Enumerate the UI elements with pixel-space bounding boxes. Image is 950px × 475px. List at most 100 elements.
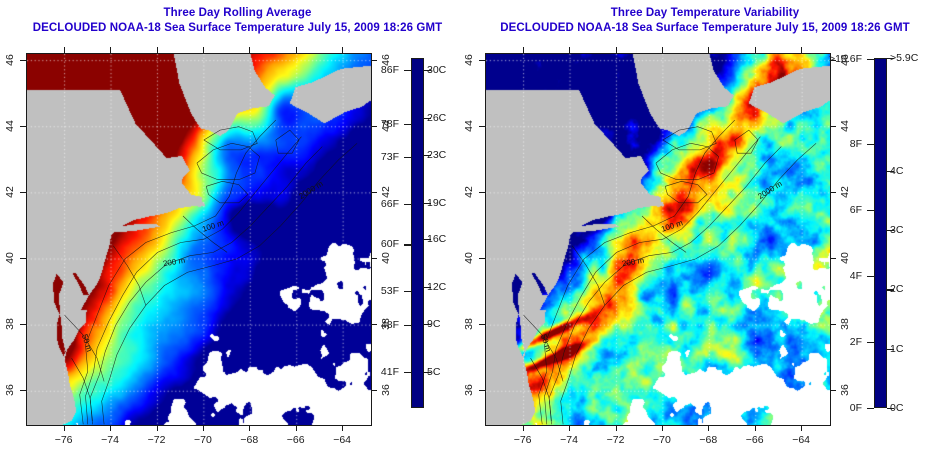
colorbar-label-fahrenheit: 60F xyxy=(380,238,399,251)
colorbar-tick-right xyxy=(887,58,894,60)
colorbar-tick-right xyxy=(887,289,894,291)
colorbar-sst xyxy=(411,58,424,408)
colorbar-label-fahrenheit: 78F xyxy=(380,117,399,130)
y-axis-label: 36 xyxy=(4,384,16,397)
map-sst-variability[interactable]: 50 m 100 m 200 m 2000 m xyxy=(485,53,831,426)
colorbar-label-celsius: 23C xyxy=(427,148,447,161)
y-tick-right xyxy=(371,125,377,127)
colorbar-label-celsius: 1C xyxy=(890,342,904,355)
y-tick-left xyxy=(20,390,26,392)
right-panel-subtitle: DECLOUDED NOAA-18 Sea Surface Temperatur… xyxy=(500,22,910,34)
x-tick-bottom xyxy=(249,425,251,431)
x-tick-top xyxy=(708,47,710,53)
colorbar-tick-right xyxy=(424,323,431,325)
y-tick-right xyxy=(830,258,836,260)
panel-sst-average: Three Day Rolling Average DECLOUDED NOAA… xyxy=(0,6,475,446)
colorbar-label-fahrenheit: 2F xyxy=(849,336,862,349)
y-tick-left xyxy=(479,191,485,194)
y-tick-left xyxy=(479,59,485,61)
colorbar-tick-right xyxy=(424,287,431,289)
colorbar-label-fahrenheit: 53F xyxy=(380,285,399,298)
y-tick-right xyxy=(371,258,377,260)
map-contours-sst xyxy=(64,119,358,425)
right-panel-title: Three Day Temperature Variability xyxy=(610,7,800,19)
y-tick-right xyxy=(830,390,836,392)
y-axis-label-right: 36 xyxy=(380,384,392,397)
colorbar-tick-left xyxy=(404,204,411,206)
y-tick-left xyxy=(20,258,26,260)
colorbar-tick-left xyxy=(867,342,874,344)
y-tick-left xyxy=(479,125,485,127)
y-axis-label: 40 xyxy=(4,252,16,264)
right-panel-titles: Three Day Temperature Variability DECLOU… xyxy=(460,6,950,36)
colorbar-label-celsius: 9C xyxy=(427,317,441,330)
x-tick-bottom xyxy=(342,425,344,431)
colorbar-label-celsius: >5.9C xyxy=(890,52,919,64)
x-tick-top xyxy=(342,47,344,53)
y-tick-right xyxy=(830,191,836,194)
y-axis-label-right: 38 xyxy=(839,318,851,330)
x-axis-label: −66 xyxy=(745,434,764,446)
colorbar-tick-right xyxy=(887,170,894,172)
x-axis-label: −76 xyxy=(54,434,73,446)
x-tick-top xyxy=(615,47,617,53)
y-axis-label-right: 36 xyxy=(839,384,851,397)
y-tick-left xyxy=(20,59,26,61)
colorbar-variability xyxy=(874,58,887,408)
x-axis-label: −72 xyxy=(606,434,625,446)
y-axis-label-right: 40 xyxy=(380,252,392,264)
left-panel-titles: Three Day Rolling Average DECLOUDED NOAA… xyxy=(0,6,475,36)
colorbar-label-fahrenheit: 8F xyxy=(849,138,862,151)
x-tick-bottom xyxy=(569,425,571,431)
y-tick-left xyxy=(479,390,485,392)
x-tick-bottom xyxy=(63,425,65,431)
y-tick-left xyxy=(20,191,26,194)
colorbar-label-fahrenheit: 66F xyxy=(380,198,399,211)
x-tick-top xyxy=(295,47,297,53)
colorbar-tick-right xyxy=(424,239,431,241)
y-tick-right xyxy=(830,59,836,61)
colorbar-tick-right xyxy=(887,230,894,232)
x-axis-label: −72 xyxy=(147,434,166,446)
y-axis-label: 42 xyxy=(4,186,16,198)
y-axis-label-right: 42 xyxy=(839,186,851,198)
x-tick-top xyxy=(249,47,251,53)
x-tick-top xyxy=(202,47,205,53)
x-axis-label: −70 xyxy=(652,434,671,446)
x-tick-bottom xyxy=(708,425,710,431)
map-sst-average[interactable]: 50 m 100 m 200 m 2000 m xyxy=(26,53,372,426)
left-panel-subtitle: DECLOUDED NOAA-18 Sea Surface Temperatur… xyxy=(32,22,443,34)
x-tick-bottom xyxy=(754,425,756,431)
colorbar-tick-left xyxy=(404,123,411,125)
colorbar-tick-left xyxy=(404,324,411,327)
y-axis-label: 36 xyxy=(463,384,475,397)
x-tick-top xyxy=(754,47,756,53)
y-tick-right xyxy=(830,324,836,326)
colorbar-label-fahrenheit: 86F xyxy=(380,64,399,77)
y-tick-right xyxy=(371,59,377,61)
colorbar-label-celsius: 4C xyxy=(890,164,904,177)
colorbar-tick-left xyxy=(867,144,874,146)
x-tick-top xyxy=(522,47,524,53)
colorbar-label-fahrenheit: 48F xyxy=(380,318,399,331)
colorbar-tick-left xyxy=(404,157,411,159)
colorbar-tick-right xyxy=(887,348,894,350)
x-tick-top xyxy=(110,47,112,53)
colorbar-tick-left xyxy=(404,244,411,246)
colorbar-label-celsius: 2C xyxy=(890,283,904,296)
x-axis-label: −74 xyxy=(101,434,119,446)
x-tick-top xyxy=(156,47,158,53)
colorbar-tick-left xyxy=(867,276,874,278)
y-axis-label: 46 xyxy=(463,53,475,66)
y-axis-label: 44 xyxy=(463,119,475,132)
x-axis-label: −70 xyxy=(193,434,212,446)
colorbar-tick-left xyxy=(867,210,874,212)
colorbar-label-celsius: 5C xyxy=(427,365,441,378)
colorbar-label-fahrenheit: >10.6F xyxy=(829,52,862,65)
x-tick-bottom xyxy=(522,425,524,431)
y-axis-label: 44 xyxy=(4,119,16,132)
colorbar-label-fahrenheit: 6F xyxy=(849,204,862,217)
colorbar-tick-right xyxy=(887,408,894,410)
y-tick-right xyxy=(371,191,377,194)
colorbar-tick-right xyxy=(424,154,431,156)
